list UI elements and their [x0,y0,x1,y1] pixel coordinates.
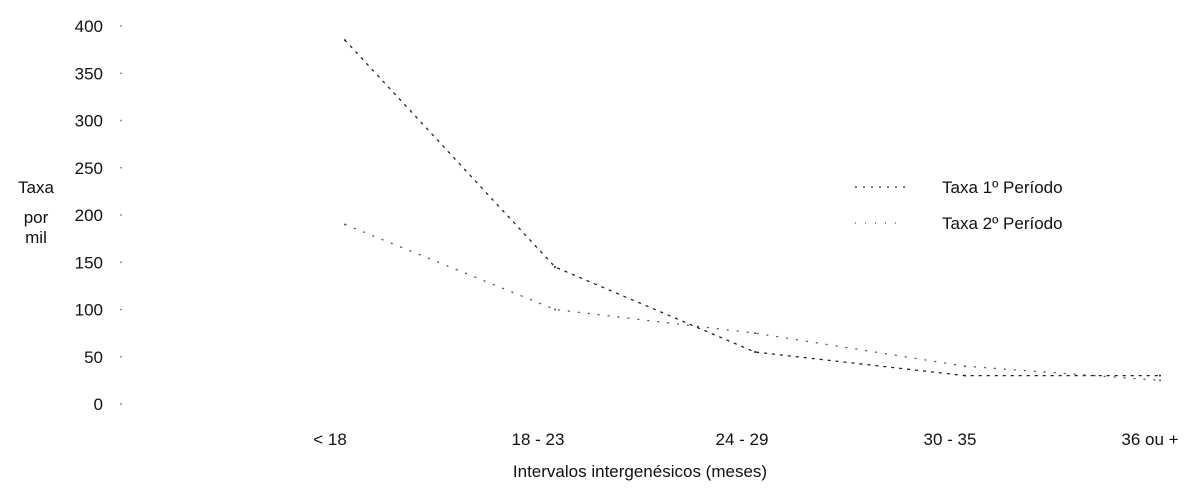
x-tick-label: < 18 [313,430,347,449]
x-axis-label: Intervalos intergenésicos (meses) [513,462,767,481]
y-tick-mark [120,355,122,358]
y-tick-label: 300 [75,112,103,131]
y-tick-label: 100 [75,301,103,320]
series-line-2 [344,223,1161,382]
y-tick-label: 50 [84,348,103,367]
y-tick-mark [120,166,122,169]
series-layer [344,39,1161,382]
y-tick-label: 250 [75,159,103,178]
y-tick-label: 350 [75,64,103,83]
data-point [554,265,556,268]
legend: Taxa 1º Período Taxa 2º Período [855,178,1063,233]
y-tick-label: 400 [75,17,103,36]
y-tick-mark [120,72,122,75]
legend-label: Taxa 1º Período [942,178,1063,197]
y-tick-mark [120,403,122,405]
x-axis-ticks: < 18 18 - 23 24 - 29 30 - 35 36 ou + [313,430,1178,449]
data-point [554,308,556,311]
y-tick-mark [120,25,122,27]
y-tick-mark [120,214,122,216]
legend-label: Taxa 2º Período [942,214,1063,233]
y-tick-mark [120,261,122,264]
y-tick-label: 0 [94,395,103,414]
data-point [344,223,346,226]
y-axis-label-line: Taxa [18,178,54,197]
data-point [344,39,346,42]
y-tick-mark [120,119,122,122]
series-line-1 [344,39,1161,377]
data-point [1159,374,1161,377]
y-tick-mark [120,308,122,311]
data-point [964,374,966,377]
y-tick-label: 200 [75,206,103,225]
data-point [964,365,966,368]
x-tick-label: 24 - 29 [716,430,769,449]
y-axis-ticks: 400 350 300 250 200 150 100 50 0 [75,17,122,414]
y-tick-label: 150 [75,253,103,272]
y-axis-label-line: por [24,208,49,227]
x-tick-label: 18 - 23 [512,430,565,449]
x-tick-label: 36 ou + [1121,430,1178,449]
x-tick-label: 30 - 35 [924,430,977,449]
data-point [1159,379,1161,382]
y-axis-label-line: mil [25,228,47,247]
data-point [754,332,756,335]
data-point [754,351,756,354]
